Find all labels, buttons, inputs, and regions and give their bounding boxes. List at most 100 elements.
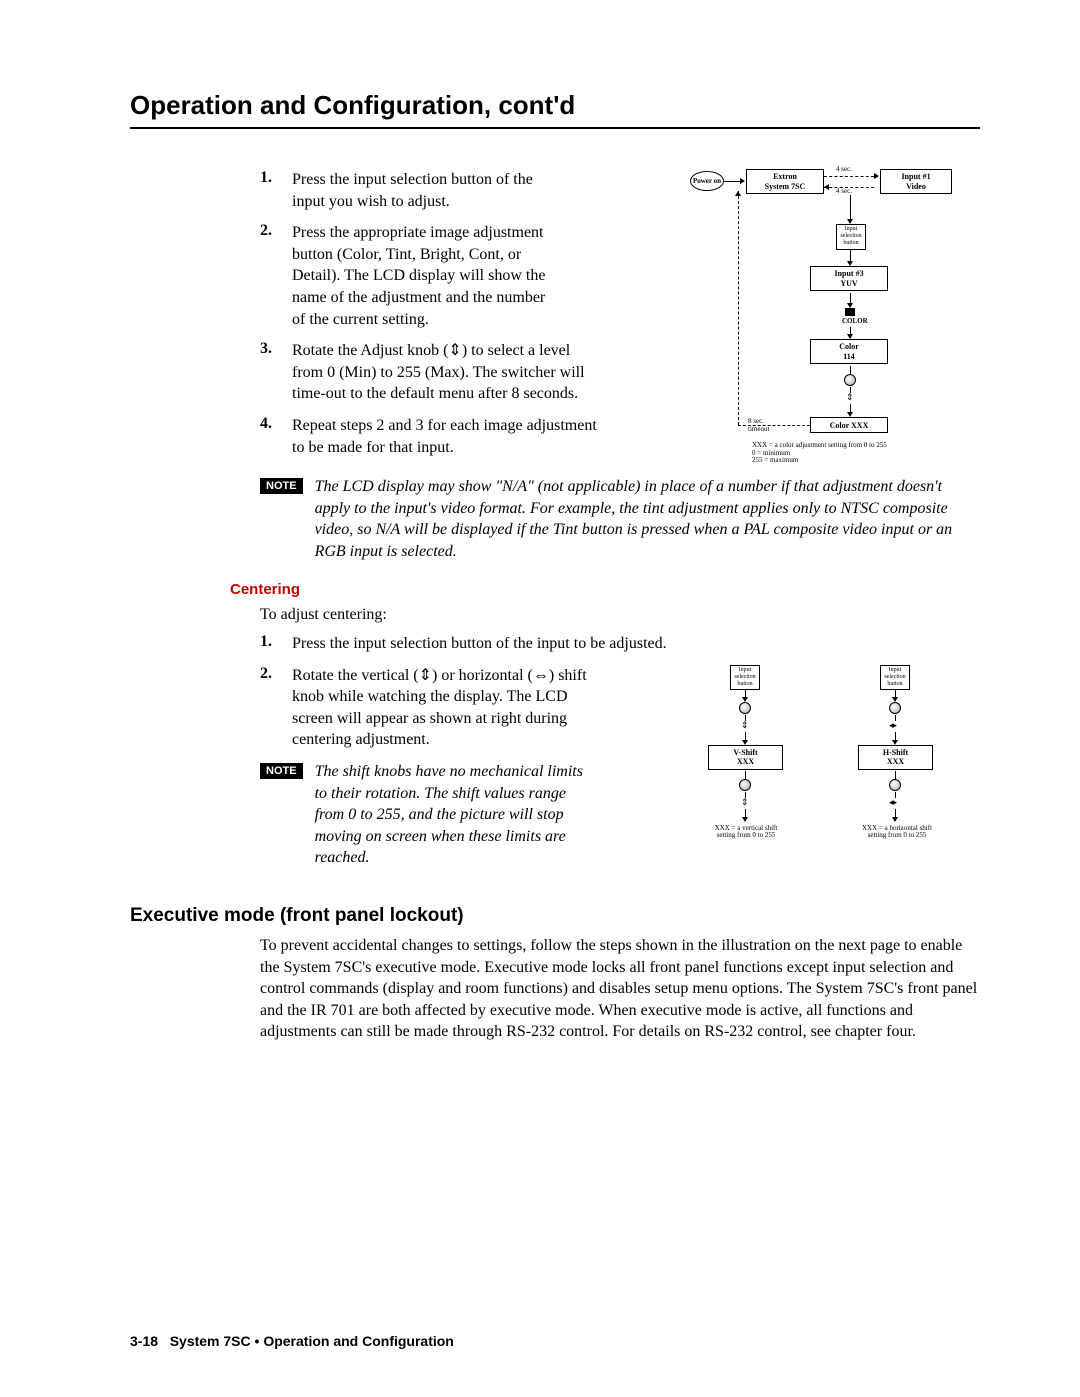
step-row: 1.Press the input selection button of th…: [260, 633, 980, 655]
subheading-centering: Centering: [130, 581, 980, 598]
lcd-box: Extron System 7SC: [746, 169, 824, 194]
knob-icon: [889, 702, 901, 714]
top-columns: 1.Press the input selection button of th…: [260, 169, 980, 468]
footer-title: System 7SC • Operation and Configuration: [170, 1333, 454, 1349]
label: button: [838, 240, 864, 247]
centering-columns: 2.Rotate the vertical (⇕) or horizontal …: [260, 665, 980, 883]
updown-icon: ⇕: [741, 798, 749, 807]
legend: XXX = a vertical shift setting from 0 to…: [705, 825, 787, 840]
legend: XXX = a horizontal shift setting from 0 …: [853, 825, 941, 840]
lcd-box: Input #1 Video: [880, 169, 952, 194]
updown-icon: ⇕: [741, 721, 749, 730]
knob-icon: [739, 702, 751, 714]
content: 1.Press the input selection button of th…: [260, 169, 980, 1043]
line: [850, 366, 851, 374]
line: [724, 181, 740, 182]
note-badge: NOTE: [260, 763, 303, 779]
line: [745, 732, 746, 740]
arrow-icon: [874, 173, 879, 179]
label: YUV: [813, 279, 885, 289]
label: Video: [883, 182, 949, 192]
step-row: 2.Rotate the vertical (⇕) or horizontal …: [260, 665, 676, 751]
leftright-icon: ◂▸: [889, 798, 896, 807]
line: [745, 809, 746, 817]
document-page: Operation and Configuration, cont'd 1.Pr…: [0, 0, 1080, 1397]
line: [895, 689, 896, 697]
color-button-icon: [845, 308, 855, 316]
label: System 7SC: [749, 182, 821, 192]
lcd-box: Input #3 YUV: [810, 266, 888, 291]
line: [895, 732, 896, 740]
page-footer: 3-18 System 7SC • Operation and Configur…: [130, 1333, 454, 1349]
page-number: 3-18: [130, 1333, 158, 1349]
lcd-box: H-Shift XXX: [858, 745, 933, 770]
step-num: 2.: [260, 222, 292, 330]
line: [745, 771, 746, 779]
step-row: 3.Rotate the Adjust knob (⇕) to select a…: [260, 340, 676, 405]
arrow-icon: [892, 817, 898, 822]
label: Input #3: [813, 269, 885, 279]
step-num: 2.: [260, 665, 292, 751]
line: [850, 195, 851, 219]
timing-label: 4 sec.: [836, 166, 852, 174]
step-text: Repeat steps 2 and 3 for each image adju…: [292, 415, 602, 458]
knob-icon: [889, 779, 901, 791]
line: [824, 176, 874, 177]
lcd-box: V-Shift XXX: [708, 745, 783, 770]
label: 114: [813, 352, 885, 362]
label: selection: [838, 233, 864, 240]
heading-executive-mode: Executive mode (front panel lockout): [130, 905, 980, 927]
centering-text-col: 2.Rotate the vertical (⇕) or horizontal …: [260, 665, 690, 883]
button-box: Input selection button: [730, 665, 760, 691]
arrow-icon: [742, 697, 748, 702]
exec-body: To prevent accidental changes to setting…: [260, 935, 980, 1043]
note-block: NOTE The shift knobs have no mechanical …: [260, 761, 676, 869]
label: COLOR: [842, 318, 868, 326]
knob-icon: [844, 374, 856, 386]
note-text: The LCD display may show "N/A" (not appl…: [315, 476, 980, 562]
line: [850, 327, 851, 334]
lead-text: To adjust centering:: [260, 604, 980, 626]
step-row: 4.Repeat steps 2 and 3 for each image ad…: [260, 415, 676, 458]
line: [738, 191, 739, 425]
step-text: Press the input selection button of the …: [292, 169, 552, 212]
note-text: The shift knobs have no mechanical limit…: [315, 761, 595, 869]
lcd-box: Color 114: [810, 339, 888, 364]
steps-column: 1.Press the input selection button of th…: [260, 169, 690, 468]
knob-icon: [739, 779, 751, 791]
arrow-icon: [824, 184, 829, 190]
step-text: Press the input selection button of the …: [292, 633, 667, 655]
step-num: 4.: [260, 415, 292, 458]
step-num: 1.: [260, 633, 292, 655]
label: Color: [813, 342, 885, 352]
step-num: 3.: [260, 340, 292, 405]
diagram-color-adjust: Power on Extron System 7SC 4 sec. 4 sec.…: [690, 169, 980, 468]
legend: XXX = a color adjustment setting from 0 …: [752, 442, 887, 465]
diagram-centering: Input selection button ⇕ V-Shift XXX: [690, 665, 980, 845]
arrow-icon: [735, 191, 741, 196]
line: [850, 293, 851, 303]
line: [895, 771, 896, 779]
arrow-icon: [892, 697, 898, 702]
line: [850, 404, 851, 412]
step-text: Rotate the Adjust knob (⇕) to select a l…: [292, 340, 602, 405]
updown-icon: ⇕: [846, 393, 854, 402]
step-row: 2.Press the appropriate image adjustment…: [260, 222, 676, 330]
power-on-oval: Power on: [690, 171, 724, 191]
step-text: Rotate the vertical (⇕) or horizontal (⇔…: [292, 665, 602, 751]
step-num: 1.: [260, 169, 292, 212]
timeout-label: 8 sec. timeout: [748, 418, 769, 433]
note-block: NOTE The LCD display may show "N/A" (not…: [260, 476, 980, 562]
label: Input: [838, 226, 864, 233]
line: [895, 809, 896, 817]
button-box: Input selection button: [880, 665, 910, 691]
label: Extron: [749, 172, 821, 182]
button-box: Input selection button: [836, 224, 866, 250]
arrow-icon: [740, 178, 745, 184]
note-badge: NOTE: [260, 478, 303, 494]
lcd-box: Color XXX: [810, 417, 888, 433]
page-title: Operation and Configuration, cont'd: [130, 90, 980, 129]
step-text: Press the appropriate image adjustment b…: [292, 222, 552, 330]
arrow-icon: [742, 817, 748, 822]
label: Input #1: [883, 172, 949, 182]
